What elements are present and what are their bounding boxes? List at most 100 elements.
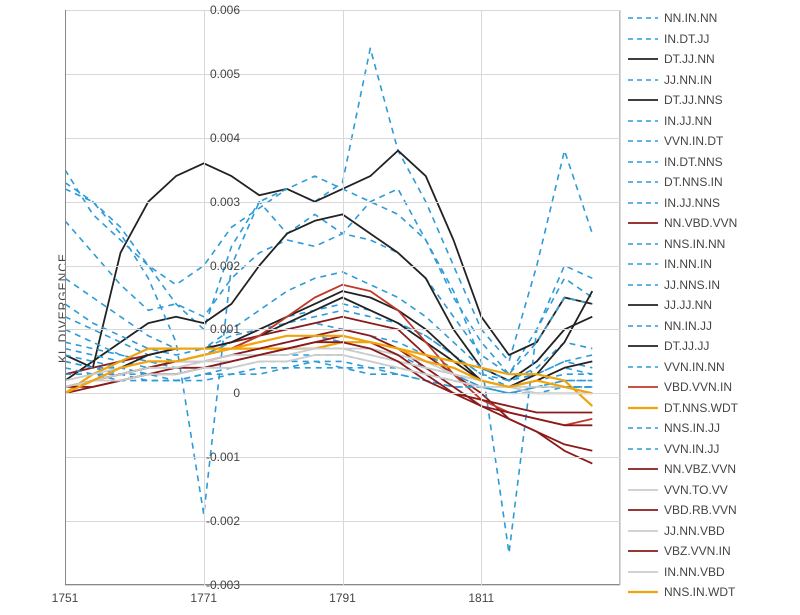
chart-container: KL DIVERGENCE NN.IN.NNIN.DT.JJDT.JJ.NNJJ… (0, 0, 800, 615)
legend-label: JJ.NN.IN (664, 73, 712, 87)
legend-item: DT.JJ.NNS (628, 90, 796, 111)
legend-swatch (628, 361, 658, 373)
legend-item: NN.IN.JJ (628, 316, 796, 337)
legend-swatch (628, 115, 658, 127)
y-tick-label: 0.001 (190, 322, 240, 336)
legend-item: DT.JJ.JJ (628, 336, 796, 357)
legend-item: IN.DT.JJ (628, 29, 796, 50)
legend-label: NN.VBD.VVN (664, 216, 737, 230)
legend-swatch (628, 463, 658, 475)
y-tick-label: -0.001 (190, 450, 240, 464)
legend-item: JJ.NN.IN (628, 70, 796, 91)
x-tick-label: 1771 (190, 591, 217, 605)
legend-item: IN.JJ.NN (628, 111, 796, 132)
y-tick-label: -0.002 (190, 514, 240, 528)
legend-label: DT.JJ.NN (664, 52, 715, 66)
legend-label: VVN.TO.VV (664, 483, 728, 497)
legend-swatch (628, 381, 658, 393)
legend: NN.IN.NN IN.DT.JJ DT.JJ.NN JJ.NN.IN DT.JJ.NN… (628, 8, 796, 603)
legend-label: VVN.IN.NN (664, 360, 725, 374)
y-tick-label: 0.004 (190, 131, 240, 145)
y-tick-label: 0.005 (190, 67, 240, 81)
legend-item: VBZ.VVN.IN (628, 541, 796, 562)
legend-swatch (628, 156, 658, 168)
legend-label: NNS.IN.NN (664, 237, 725, 251)
legend-swatch (628, 94, 658, 106)
legend-swatch (628, 402, 658, 414)
legend-swatch (628, 545, 658, 557)
legend-item: DT.NNS.WDT (628, 398, 796, 419)
legend-label: DT.NNS.WDT (664, 401, 738, 415)
legend-label: NN.IN.JJ (664, 319, 712, 333)
legend-item: NN.IN.NN (628, 8, 796, 29)
legend-label: NN.VBZ.VVN (664, 462, 736, 476)
legend-label: DT.NNS.IN (664, 175, 723, 189)
legend-item: IN.NN.IN (628, 254, 796, 275)
legend-swatch (628, 422, 658, 434)
legend-item: JJ.JJ.NN (628, 295, 796, 316)
legend-item: NNS.IN.JJ (628, 418, 796, 439)
legend-item: VVN.IN.JJ (628, 439, 796, 460)
legend-label: JJ.NN.VBD (664, 524, 725, 538)
legend-swatch (628, 258, 658, 270)
legend-swatch (628, 33, 658, 45)
legend-swatch (628, 484, 658, 496)
legend-swatch (628, 135, 658, 147)
y-tick-label: 0.006 (190, 3, 240, 17)
legend-item: DT.NNS.IN (628, 172, 796, 193)
legend-label: NNS.IN.WDT (664, 585, 735, 599)
legend-swatch (628, 238, 658, 250)
legend-label: JJ.JJ.NN (664, 298, 712, 312)
legend-label: IN.DT.NNS (664, 155, 723, 169)
legend-swatch (628, 443, 658, 455)
y-tick-label: -0.003 (190, 578, 240, 592)
legend-item: NN.VBZ.VVN (628, 459, 796, 480)
legend-label: NNS.IN.JJ (664, 421, 720, 435)
legend-swatch (628, 197, 658, 209)
legend-label: IN.NN.VBD (664, 565, 725, 579)
legend-swatch (628, 53, 658, 65)
legend-item: NN.VBD.VVN (628, 213, 796, 234)
legend-label: JJ.NNS.IN (664, 278, 720, 292)
legend-label: IN.DT.JJ (664, 32, 709, 46)
legend-swatch (628, 299, 658, 311)
legend-swatch (628, 566, 658, 578)
legend-item: VBD.RB.VVN (628, 500, 796, 521)
x-tick-label: 1791 (329, 591, 356, 605)
y-tick-label: 0.003 (190, 195, 240, 209)
legend-swatch (628, 525, 658, 537)
legend-item: IN.NN.VBD (628, 562, 796, 583)
legend-item: VVN.TO.VV (628, 480, 796, 501)
legend-item: IN.DT.NNS (628, 152, 796, 173)
legend-label: VVN.IN.DT (664, 134, 723, 148)
legend-swatch (628, 12, 658, 24)
legend-item: IN.JJ.NNS (628, 193, 796, 214)
legend-label: IN.JJ.NNS (664, 196, 720, 210)
legend-label: VBZ.VVN.IN (664, 544, 731, 558)
legend-item: VVN.IN.DT (628, 131, 796, 152)
y-tick-label: 0 (190, 386, 240, 400)
plot-area (65, 10, 620, 585)
legend-swatch (628, 176, 658, 188)
legend-swatch (628, 279, 658, 291)
legend-label: VBD.RB.VVN (664, 503, 737, 517)
legend-swatch (628, 586, 658, 598)
legend-item: JJ.NNS.IN (628, 275, 796, 296)
x-tick-label: 1811 (468, 591, 494, 605)
legend-label: IN.NN.IN (664, 257, 712, 271)
y-tick-label: 0.002 (190, 259, 240, 273)
legend-item: VVN.IN.NN (628, 357, 796, 378)
legend-swatch (628, 340, 658, 352)
legend-label: DT.JJ.NNS (664, 93, 723, 107)
x-tick-label: 1751 (52, 591, 79, 605)
legend-item: NNS.IN.WDT (628, 582, 796, 603)
legend-item: DT.JJ.NN (628, 49, 796, 70)
legend-item: NNS.IN.NN (628, 234, 796, 255)
legend-swatch (628, 320, 658, 332)
legend-label: VBD.VVN.IN (664, 380, 732, 394)
legend-label: DT.JJ.JJ (664, 339, 709, 353)
legend-swatch (628, 74, 658, 86)
legend-item: JJ.NN.VBD (628, 521, 796, 542)
legend-swatch (628, 504, 658, 516)
legend-label: IN.JJ.NN (664, 114, 712, 128)
